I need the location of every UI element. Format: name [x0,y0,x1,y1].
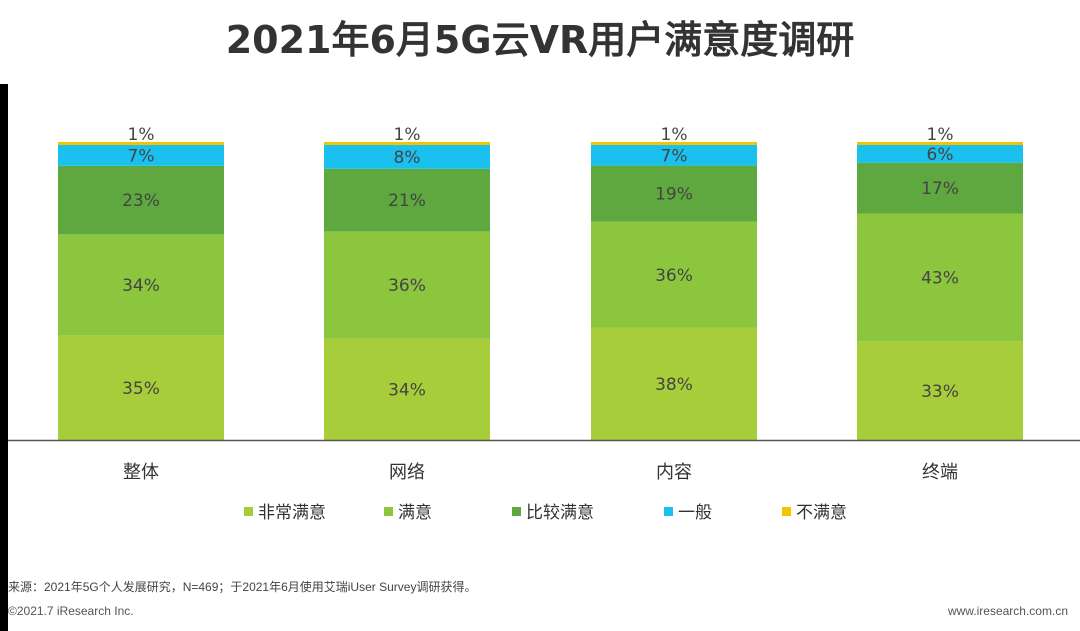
data-label: 36% [655,266,693,286]
data-label: 1% [394,125,421,145]
data-label: 6% [927,145,954,165]
data-label: 38% [655,375,693,395]
data-label: 1% [927,125,954,145]
legend-swatch [244,507,253,516]
bar-segment [324,338,490,440]
copyright: ©2021.7 iResearch Inc. [8,604,134,618]
legend-swatch [782,507,791,516]
data-label: 7% [128,146,155,166]
bar-segment [58,142,224,145]
title-band [0,0,1080,84]
data-label: 43% [921,269,959,289]
bar-segment [857,142,1023,145]
bar-segment [591,142,757,145]
bar-segment [58,165,224,235]
bar-segment [58,234,224,336]
data-label: 1% [661,125,688,145]
legend-swatch [512,507,521,516]
bar-segment [324,231,490,339]
bar-segment [857,144,1023,163]
bar-segment [324,168,490,232]
data-label: 17% [921,179,959,199]
bar-segment [857,341,1023,440]
legend-swatch [384,507,393,516]
chart-title: 2021年6月5G云VR用户满意度调研 [225,18,855,62]
bar-segment [591,144,757,166]
bar-segment [591,221,757,328]
data-label: 34% [388,380,426,400]
bar-segment [591,165,757,222]
legend-swatch [664,507,673,516]
data-label: 35% [122,379,160,399]
legend-label: 一般 [678,503,712,523]
data-label: 21% [388,191,426,211]
category-label: 终端 [922,462,958,483]
bar-segment [857,162,1023,214]
bar-segment [58,144,224,166]
bar-segment [58,335,224,440]
data-label: 34% [122,276,160,296]
category-label: 内容 [656,462,692,483]
data-label: 19% [655,185,693,205]
data-label: 23% [122,191,160,211]
legend-label: 满意 [398,503,432,523]
legend-label: 非常满意 [258,503,326,523]
bar-segment [324,144,490,169]
data-label: 36% [388,276,426,296]
bar-segment [324,142,490,145]
bar-segment [591,327,757,440]
data-label: 33% [921,382,959,402]
category-label: 网络 [389,462,425,483]
source-note: 来源：2021年5G个人发展研究，N=469；于2021年6月使用艾瑞iUser… [8,580,477,594]
bar-segment [857,213,1023,342]
stacked-bar-chart: 35%34%23%7%1%整体34%36%21%8%1%网络38%36%19%7… [8,125,1080,523]
legend-label: 不满意 [796,503,847,523]
data-label: 8% [394,148,421,168]
data-label: 7% [661,146,688,166]
data-label: 1% [128,125,155,145]
category-label: 整体 [123,462,159,483]
site-url: www.iresearch.com.cn [947,604,1068,618]
legend-label: 比较满意 [526,503,594,523]
